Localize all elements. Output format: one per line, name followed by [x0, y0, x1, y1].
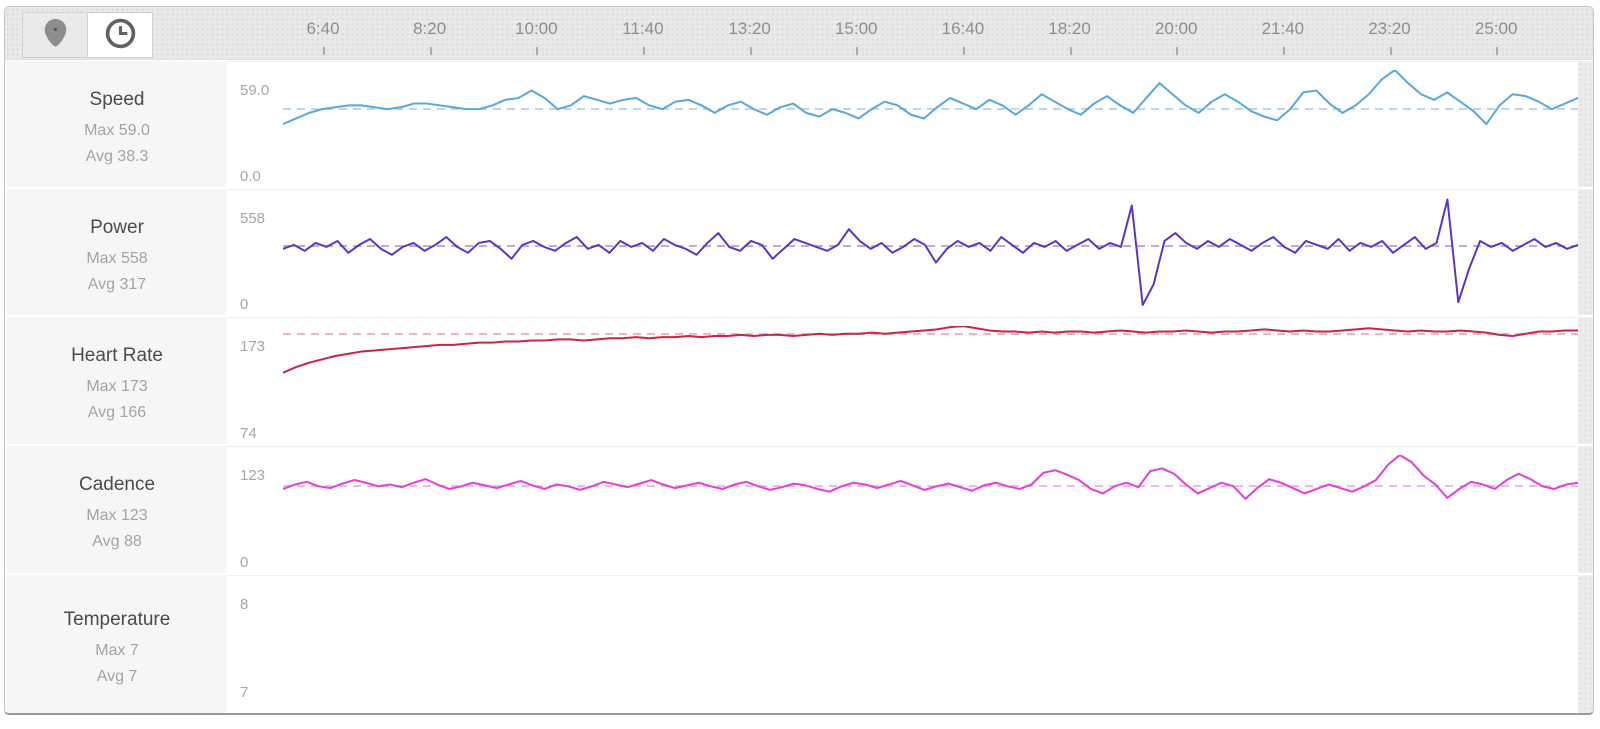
chart-toolbar: 6:40 8:20 10:00 11:40 13:20 15:00 16:40 18:20 20… — [5, 7, 1593, 60]
metric-avg: Avg 88 — [92, 533, 142, 550]
activity-analysis-panel: 6:40 8:20 10:00 11:40 13:20 15:00 16:40 18:20 20… — [4, 6, 1594, 715]
metric-avg: Avg 317 — [87, 275, 147, 293]
power-line-chart — [283, 198, 1578, 308]
time-axis-tick — [962, 47, 965, 55]
metric-max: Max 7 — [95, 642, 139, 659]
y-axis-max-label: 8 — [240, 596, 249, 613]
metric-title: Power — [90, 216, 144, 238]
time-axis-tick — [856, 47, 859, 55]
right-margin-strip — [1578, 189, 1593, 315]
clock-icon — [104, 17, 137, 53]
distance-mode-button[interactable] — [22, 12, 88, 58]
time-axis-label: 16:40 — [941, 19, 985, 38]
y-axis-min-label: 0.0 — [240, 168, 261, 185]
time-mode-button[interactable] — [87, 12, 153, 58]
time-axis-tick — [1496, 47, 1499, 55]
y-axis-min-label: 74 — [240, 425, 257, 442]
metric-avg: Avg 7 — [96, 668, 138, 685]
metric-max: Max 173 — [86, 378, 148, 395]
speed-chart-row: Speed Max 59.0 Avg 38.3 59.0 0.0 — [7, 61, 1593, 187]
right-margin-strip — [1578, 317, 1593, 444]
metric-stats-panel: Temperature Max 7 Avg 7 — [7, 575, 227, 713]
metric-title: Cadence — [78, 474, 156, 495]
time-axis-tick — [429, 47, 432, 55]
y-axis-max-label: 59.0 — [240, 82, 270, 99]
speed-line-chart — [283, 70, 1578, 180]
y-axis-min-label: 0 — [240, 554, 249, 571]
time-axis-label: 21:40 — [1261, 19, 1305, 38]
time-axis-tick — [323, 47, 325, 55]
time-axis-tick — [1282, 47, 1285, 55]
y-axis-max-label: 558 — [240, 210, 266, 227]
time-axis-tick — [642, 47, 645, 55]
y-axis-min-label: 7 — [240, 684, 249, 701]
right-margin-strip — [1578, 446, 1593, 573]
time-axis-label: 15:00 — [834, 19, 878, 38]
heart-rate-line-chart — [283, 326, 1578, 436]
metric-title: Speed — [89, 88, 145, 110]
time-axis-label: 18:20 — [1048, 19, 1091, 38]
cadence-line-chart — [283, 455, 1578, 565]
metric-stats-panel: Cadence Max 123 Avg 88 — [7, 446, 227, 573]
metric-title: Heart Rate — [71, 345, 163, 366]
metric-max: Max 59.0 — [84, 121, 150, 139]
axis-mode-toggle — [22, 12, 153, 58]
time-axis-label: 25:00 — [1474, 19, 1518, 38]
temperature-plot[interactable]: 8 7 — [227, 575, 1578, 713]
time-axis-tick — [749, 47, 752, 55]
metric-stats-panel: Heart Rate Max 173 Avg 166 — [7, 317, 227, 444]
speed-plot[interactable]: 59.0 0.0 — [227, 61, 1578, 187]
cadence-plot[interactable]: 123 0 — [227, 446, 1578, 573]
chart-rows: Speed Max 59.0 Avg 38.3 59.0 0.0 Power M… — [7, 61, 1593, 713]
heart-rate-chart-row: Heart Rate Max 173 Avg 166 173 74 — [7, 317, 1593, 444]
time-axis-label: 20:00 — [1154, 19, 1198, 38]
temperature-chart-row: Temperature Max 7 Avg 7 8 7 — [7, 575, 1593, 713]
time-axis-label: 11:40 — [622, 19, 664, 38]
time-axis-tick — [1069, 47, 1072, 55]
heart-rate-plot[interactable]: 173 74 — [227, 317, 1578, 444]
right-margin-strip — [1578, 575, 1593, 713]
map-pin-icon — [43, 18, 68, 52]
time-axis-label: 8:20 — [413, 19, 447, 38]
time-axis-tick — [536, 47, 539, 55]
metric-max: Max 558 — [86, 249, 148, 267]
y-axis-min-label: 0 — [240, 296, 249, 313]
metric-stats-panel: Speed Max 59.0 Avg 38.3 — [7, 61, 227, 187]
time-axis-label: 13:20 — [728, 19, 771, 38]
y-axis-max-label: 123 — [240, 467, 266, 484]
metric-max: Max 123 — [86, 507, 148, 524]
time-axis-tick — [1389, 47, 1392, 55]
right-margin-strip — [1578, 61, 1593, 187]
metric-avg: Avg 38.3 — [85, 147, 149, 165]
time-axis-tick — [1176, 47, 1179, 55]
power-chart-row: Power Max 558 Avg 317 558 0 — [7, 189, 1593, 315]
y-axis-max-label: 173 — [240, 338, 266, 355]
metric-avg: Avg 166 — [87, 404, 147, 421]
metric-title: Temperature — [63, 609, 171, 630]
cadence-chart-row: Cadence Max 123 Avg 88 123 0 — [7, 446, 1593, 573]
time-axis-label: 23:20 — [1368, 19, 1411, 38]
metric-stats-panel: Power Max 558 Avg 317 — [7, 189, 227, 315]
time-axis-label: 10:00 — [515, 19, 558, 38]
time-axis-label: 6:40 — [306, 19, 340, 38]
time-axis: 6:40 8:20 10:00 11:40 13:20 15:00 16:40 18:20 20… — [5, 7, 1593, 59]
power-plot[interactable]: 558 0 — [227, 189, 1578, 315]
